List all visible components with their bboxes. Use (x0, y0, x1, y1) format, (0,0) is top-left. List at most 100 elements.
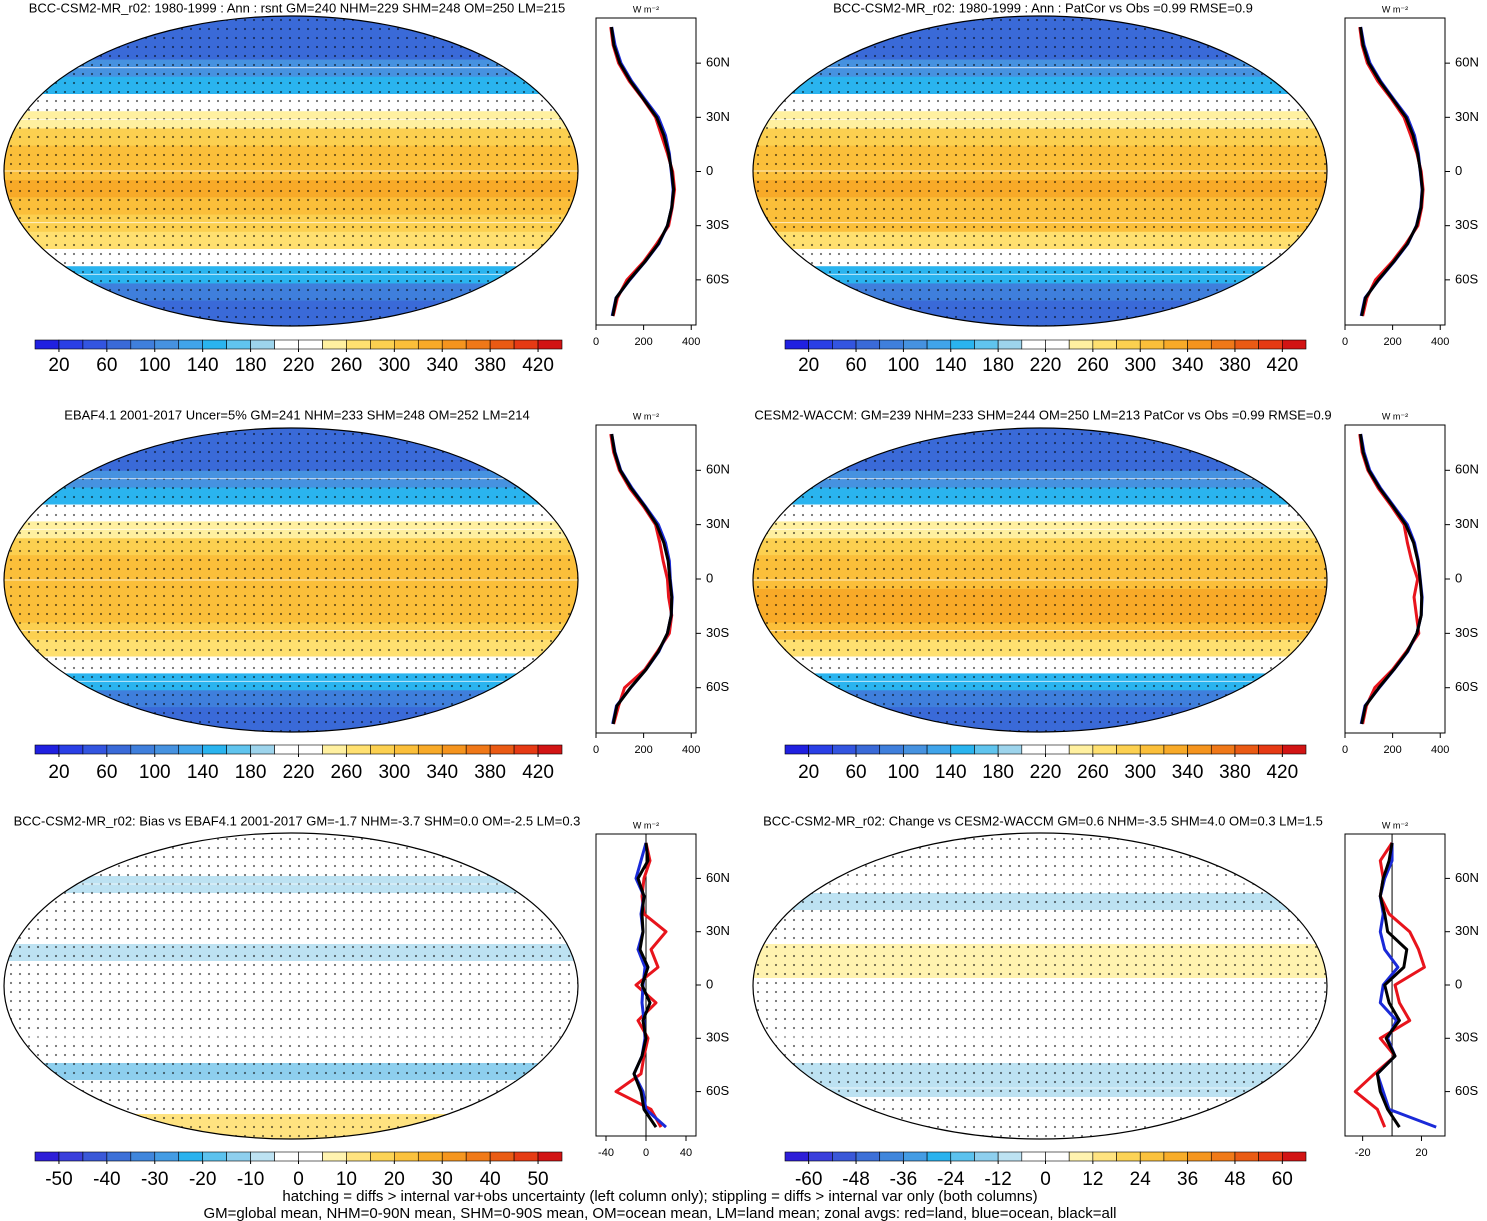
x-tick-label: 0 (643, 1147, 649, 1159)
colorbar-box (82, 339, 108, 350)
zonal-frame (1344, 424, 1446, 734)
colorbar-label: 260 (1077, 355, 1109, 376)
y-tick-label: 60N (1455, 462, 1479, 477)
colorbar-box (1021, 339, 1046, 350)
colorbar-box (82, 744, 108, 755)
colorbar-label: -48 (842, 1169, 869, 1190)
colorbar-box (1045, 339, 1070, 350)
panel-title: BCC-CSM2-MR_r02: Bias vs EBAF4.1 2001-20… (14, 813, 581, 828)
colorbar-box (1234, 1151, 1259, 1162)
colorbar-box (441, 1151, 467, 1162)
unit-label: W m⁻² (1382, 820, 1408, 830)
colorbar-box (465, 744, 491, 755)
colorbar-box (106, 1151, 132, 1162)
colorbar-label: 10 (336, 1169, 357, 1190)
colorbar-box (784, 1151, 809, 1162)
colorbar-label: 140 (187, 355, 219, 376)
colorbar-box (1234, 339, 1259, 350)
colorbar-box (903, 1151, 928, 1162)
y-tick-label: 60S (706, 679, 729, 694)
colorbar-box (855, 1151, 881, 1162)
colorbar-box (465, 1151, 491, 1162)
zonal-line (1353, 842, 1426, 1128)
colorbar-label: 60 (1272, 1169, 1293, 1190)
y-tick-label: 60N (1455, 870, 1479, 885)
y-tick-label: 0 (706, 163, 713, 178)
y-tick-label: 30N (1455, 516, 1479, 531)
colorbar-box (370, 1151, 395, 1162)
colorbar-label: 20 (798, 355, 819, 376)
colorbar-box (1139, 339, 1165, 350)
colorbar-label: -36 (890, 1169, 917, 1190)
colorbar-box (298, 744, 323, 755)
colorbar-box (513, 1151, 539, 1162)
colorbar-label: 340 (1172, 355, 1204, 376)
colorbar-box (394, 744, 419, 755)
map-outline (752, 15, 1328, 327)
colorbar-label: -10 (237, 1169, 264, 1190)
y-tick-label: 60S (1455, 271, 1478, 286)
colorbar-box (34, 339, 60, 350)
colorbar-label: 140 (187, 762, 219, 783)
x-tick-label: -40 (598, 1147, 614, 1159)
colorbar-box (226, 744, 251, 755)
y-tick-label: 60S (1455, 1083, 1478, 1098)
colorbar-box (465, 339, 491, 350)
colorbar-box (34, 744, 60, 755)
colorbar-box (1258, 1151, 1283, 1162)
colorbar-box (178, 744, 203, 755)
colorbar-box (974, 744, 999, 755)
colorbar-label: 24 (1130, 1169, 1152, 1190)
map-outline (752, 832, 1328, 1140)
colorbar-box (202, 1151, 227, 1162)
map-outline (3, 427, 579, 733)
colorbar-label: 36 (1177, 1169, 1198, 1190)
colorbar-box (1234, 744, 1259, 755)
unit-label: W m⁻² (1382, 4, 1408, 14)
colorbar-label: 340 (1172, 762, 1204, 783)
colorbar-box (370, 339, 395, 350)
colorbar-box (489, 744, 515, 755)
x-tick-label: 200 (634, 336, 652, 348)
colorbar-box (417, 744, 443, 755)
x-tick-label: 20 (1415, 1147, 1427, 1159)
colorbar-label: 420 (522, 355, 554, 376)
unit-label: W m⁻² (633, 411, 659, 421)
colorbar-label: -20 (189, 1169, 216, 1190)
zonal-line (632, 842, 658, 1128)
colorbar-label: 60 (845, 355, 866, 376)
colorbar-box (1258, 744, 1283, 755)
y-tick-label: 30N (706, 516, 730, 531)
y-tick-label: 30S (706, 625, 729, 640)
colorbar-label: 48 (1224, 1169, 1245, 1190)
colorbar-label: 340 (426, 762, 458, 783)
y-tick-label: 30N (706, 923, 730, 938)
colorbar-label: 100 (139, 762, 171, 783)
y-tick-label: 0 (1455, 976, 1462, 991)
colorbar-box (441, 339, 467, 350)
colorbar-box (130, 1151, 156, 1162)
colorbar-label: 380 (1219, 355, 1251, 376)
zonal-line (610, 26, 675, 317)
colorbar-label: 20 (798, 762, 819, 783)
x-tick-label: 0 (593, 744, 599, 756)
colorbar-label: 300 (378, 762, 410, 783)
colorbar-box (1068, 744, 1094, 755)
colorbar-label: 0 (293, 1169, 304, 1190)
colorbar-box (808, 1151, 833, 1162)
colorbar-label: 100 (139, 355, 171, 376)
x-tick-label: -20 (1355, 1147, 1371, 1159)
zonal-frame (595, 17, 697, 326)
colorbar-box (178, 339, 203, 350)
map-outline (3, 15, 579, 327)
colorbar-box (298, 1151, 323, 1162)
y-tick-label: 60N (706, 55, 730, 70)
y-tick-label: 30S (706, 217, 729, 232)
colorbar-label: 20 (48, 355, 69, 376)
colorbar-box (1210, 1151, 1236, 1162)
colorbar-box (855, 339, 881, 350)
map-outline (3, 832, 579, 1140)
colorbar-box (997, 1151, 1023, 1162)
map (4, 16, 578, 326)
colorbar-box (178, 1151, 203, 1162)
